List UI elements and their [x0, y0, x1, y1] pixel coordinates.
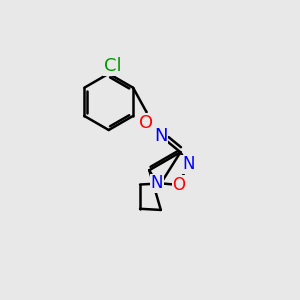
Text: N: N: [154, 127, 168, 145]
Text: N: N: [151, 174, 164, 192]
Text: O: O: [172, 176, 186, 194]
Text: N: N: [182, 155, 194, 173]
Text: O: O: [139, 114, 153, 132]
Text: Cl: Cl: [104, 57, 122, 75]
